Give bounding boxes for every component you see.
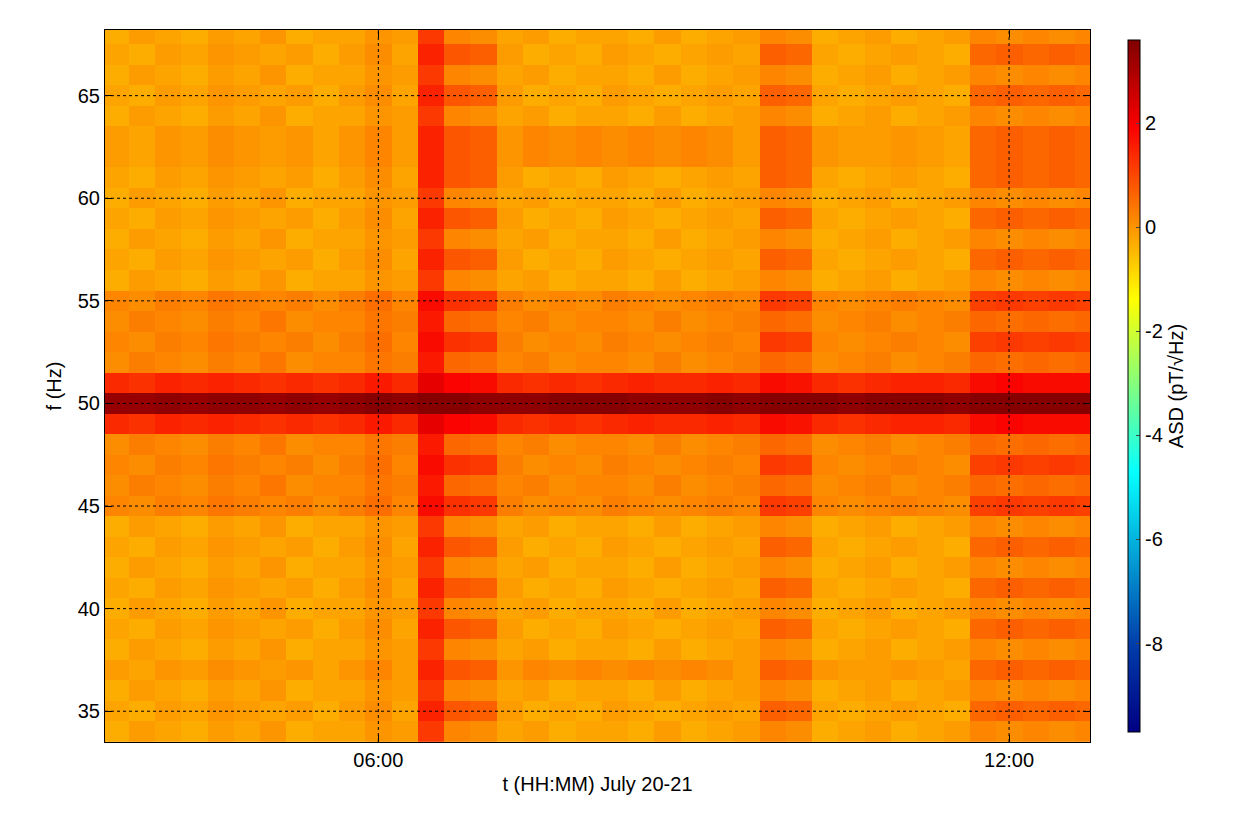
svg-text:12:00: 12:00 (984, 749, 1034, 771)
svg-text:50: 50 (78, 392, 100, 414)
svg-text:06:00: 06:00 (353, 749, 403, 771)
svg-text:2: 2 (1145, 112, 1156, 134)
svg-text:f (Hz): f (Hz) (43, 362, 65, 411)
svg-text:-8: -8 (1145, 633, 1163, 655)
svg-text:35: 35 (78, 700, 100, 722)
svg-text:60: 60 (78, 187, 100, 209)
svg-text:-4: -4 (1145, 424, 1163, 446)
svg-text:40: 40 (78, 598, 100, 620)
svg-text:t (HH:MM) July 20-21: t (HH:MM) July 20-21 (502, 773, 692, 795)
svg-text:45: 45 (78, 495, 100, 517)
svg-text:0: 0 (1145, 216, 1156, 238)
svg-text:65: 65 (78, 85, 100, 107)
svg-text:-6: -6 (1145, 528, 1163, 550)
svg-text:ASD (pT/√Hz): ASD (pT/√Hz) (1165, 324, 1187, 448)
svg-text:55: 55 (78, 290, 100, 312)
svg-text:-2: -2 (1145, 320, 1163, 342)
